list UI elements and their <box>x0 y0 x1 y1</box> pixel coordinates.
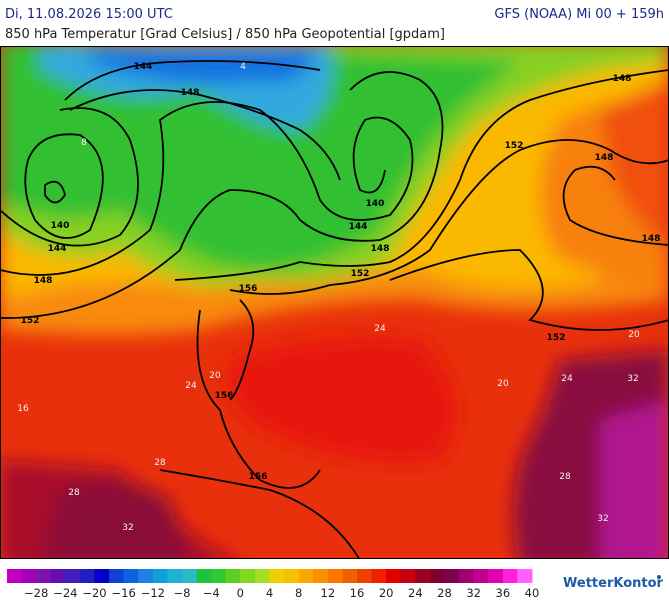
color-swatch <box>371 569 387 583</box>
geopotential-label: 148 <box>595 153 614 163</box>
geopotential-label: 148 <box>34 276 53 286</box>
color-swatch <box>109 569 125 583</box>
color-swatch <box>225 569 241 583</box>
scale-label: −4 <box>203 586 220 600</box>
temperature-label: 4 <box>240 62 246 72</box>
color-swatch <box>152 569 168 583</box>
color-swatch <box>502 569 518 583</box>
scale-label: 16 <box>350 586 365 600</box>
model-run: GFS (NOAA) Mi 00 + 159h <box>494 7 664 22</box>
geopotential-label: 140 <box>51 221 70 231</box>
scale-label: 36 <box>496 586 511 600</box>
color-swatch <box>123 569 139 583</box>
scale-label: 0 <box>237 586 244 600</box>
color-swatch <box>196 569 212 583</box>
geopotential-label: 152 <box>505 141 524 151</box>
color-swatch <box>65 569 81 583</box>
color-swatch <box>79 569 95 583</box>
scale-label: −28 <box>24 586 48 600</box>
geopotential-label: 156 <box>249 472 268 482</box>
temperature-label: 28 <box>154 458 166 468</box>
geopotential-label: 144 <box>349 222 368 232</box>
color-swatch <box>488 569 504 583</box>
color-swatch <box>444 569 460 583</box>
color-swatch <box>386 569 402 583</box>
geopotential-label: 148 <box>371 244 390 254</box>
geopotential-label: 144 <box>48 244 67 254</box>
color-swatch <box>313 569 329 583</box>
temperature-label: 16 <box>17 404 29 414</box>
geopotential-label: 144 <box>134 62 153 72</box>
geopotential-label: 156 <box>239 284 258 294</box>
color-swatch <box>459 569 475 583</box>
color-swatch <box>138 569 154 583</box>
color-swatch <box>94 569 110 583</box>
color-swatch <box>473 569 489 583</box>
color-swatch <box>327 569 343 583</box>
brand: WetterKontor <box>563 575 664 591</box>
geopotential-label: 140 <box>366 199 385 209</box>
color-swatch <box>429 569 445 583</box>
color-swatch <box>167 569 183 583</box>
color-swatch <box>240 569 256 583</box>
temperature-label: 20 <box>628 330 640 340</box>
color-swatch <box>36 569 52 583</box>
color-swatch <box>298 569 314 583</box>
temperature-label: 20 <box>209 371 221 381</box>
color-swatch <box>357 569 373 583</box>
temperature-label: 24 <box>561 374 573 384</box>
geopotential-label: 152 <box>547 333 566 343</box>
scale-label: −8 <box>174 586 191 600</box>
scale-label: 8 <box>295 586 302 600</box>
scale-label: −12 <box>141 586 165 600</box>
color-swatch <box>21 569 37 583</box>
temperature-label: 32 <box>122 523 133 533</box>
map <box>0 46 669 559</box>
color-swatch <box>50 569 66 583</box>
scale-label: 12 <box>321 586 336 600</box>
color-swatch <box>517 569 533 583</box>
scale-label: −24 <box>53 586 77 600</box>
scale-label: 40 <box>525 586 540 600</box>
temperature-label: 24 <box>374 324 386 334</box>
scale-label: 28 <box>437 586 452 600</box>
temperature-label: 24 <box>185 381 197 391</box>
color-swatch <box>269 569 285 583</box>
geopotential-label: 156 <box>215 391 234 401</box>
scale-label: 24 <box>408 586 423 600</box>
color-swatch <box>400 569 416 583</box>
geopotential-label: 152 <box>21 316 40 326</box>
temperature-label: 28 <box>559 472 571 482</box>
temperature-label: 32 <box>627 374 638 384</box>
temperature-label: 32 <box>597 514 608 524</box>
subtitle: 850 hPa Temperatur [Grad Celsius] / 850 … <box>5 27 445 42</box>
temperature-label: 28 <box>68 488 80 498</box>
geopotential-label: 148 <box>613 74 632 84</box>
scale-label: 4 <box>266 586 273 600</box>
color-swatch <box>254 569 270 583</box>
color-swatch <box>7 569 23 583</box>
scale-label: 20 <box>379 586 394 600</box>
geopotential-label: 148 <box>642 234 661 244</box>
map-labels: 144 148 148 152 148 140 144 148 152 140 144 148 152 1… <box>17 62 661 533</box>
scale-label: −16 <box>112 586 136 600</box>
color-swatch <box>182 569 198 583</box>
color-scale: −28 −24 −20 −16 −12 −8 −4 0 4 8 12 16 20 24 28 32 36 40 <box>7 569 539 600</box>
geopotential-label: 148 <box>181 88 200 98</box>
geopotential-contours <box>0 60 669 559</box>
temperature-label: 20 <box>497 379 509 389</box>
color-swatch <box>284 569 300 583</box>
brand-name: WetterKontor <box>563 576 664 591</box>
scale-label: 32 <box>466 586 481 600</box>
color-swatch <box>211 569 227 583</box>
datetime: Di, 11.08.2026 15:00 UTC <box>5 7 173 22</box>
color-swatch <box>342 569 358 583</box>
brand-dot <box>657 575 661 579</box>
temperature-label: 8 <box>81 138 87 148</box>
color-swatch <box>415 569 431 583</box>
geopotential-label: 152 <box>351 269 370 279</box>
scale-label: −20 <box>82 586 106 600</box>
